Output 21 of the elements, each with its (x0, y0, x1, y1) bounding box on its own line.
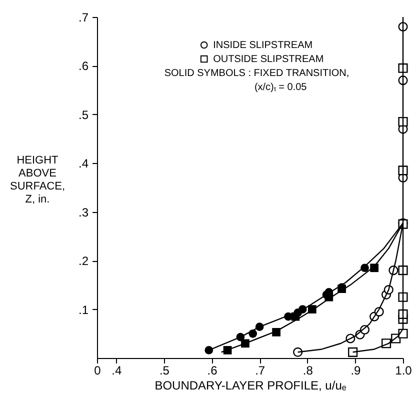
x-tick-label: .9 (350, 364, 362, 378)
x-tick-label: .8 (302, 364, 314, 378)
legend-label: INSIDE SLIPSTREAM (213, 40, 313, 51)
annotation: (x/c)ₜ = 0.05 (254, 82, 308, 93)
y-tick-label: .4 (78, 156, 89, 171)
legend-label: OUTSIDE SLIPSTREAM (213, 54, 324, 65)
annotation: SOLID SYMBOLS : FIXED TRANSITION, (164, 68, 350, 79)
y-axis-title: HEIGHT ABOVE SURFACE, Z, in. (10, 154, 66, 206)
x-axis-title: BOUNDARY-LAYER PROFILE, u/uₑ (154, 378, 347, 392)
y-tick-label: .1 (78, 302, 89, 317)
x-tick-label: .7 (255, 364, 266, 378)
y-tick-label: .7 (78, 10, 89, 24)
y-tick-label: .2 (78, 254, 89, 268)
y-tick-label: .6 (78, 59, 89, 74)
x-tick-label: .4 (112, 364, 122, 378)
x-tick-label: .5 (159, 364, 170, 378)
x-tick-label: 1.0 (395, 364, 412, 378)
y-tick-label: .5 (78, 108, 89, 122)
x-tick-label: .6 (207, 364, 218, 378)
x-tick-label: 0 (94, 364, 102, 378)
y-tick-label: .3 (78, 205, 89, 220)
